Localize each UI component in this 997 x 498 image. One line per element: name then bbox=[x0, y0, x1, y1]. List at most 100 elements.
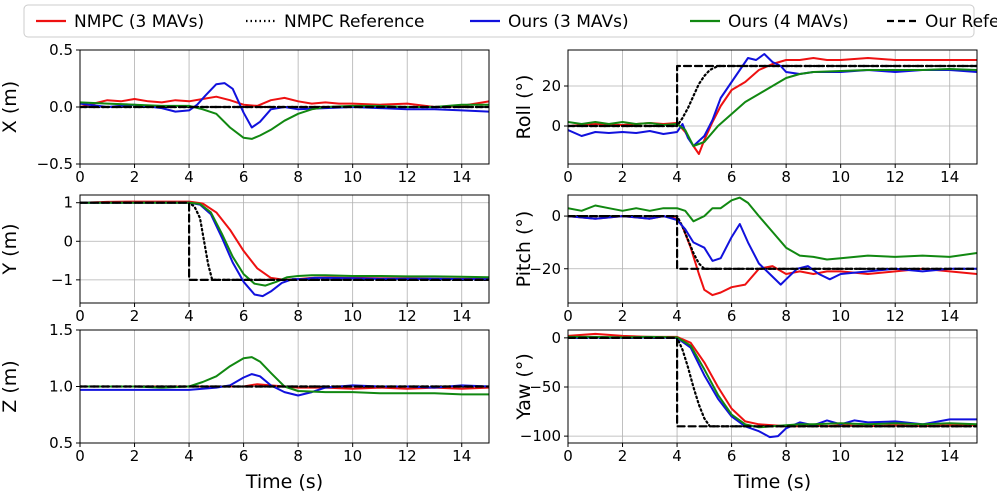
y-tick-label: 0 bbox=[63, 232, 73, 250]
legend-entry: NMPC (3 MAVs) bbox=[36, 12, 204, 32]
subplot-x: 0 2 4 6 8 10 12 14 −0.5 0.0 0.5 X (m) bbox=[0, 41, 490, 186]
x-tick-label: 14 bbox=[452, 168, 471, 186]
y-axis-label: X (m) bbox=[0, 81, 21, 133]
x-tick-label: 4 bbox=[672, 447, 682, 465]
legend-entry: Our Reference bbox=[887, 12, 997, 32]
x-tick-label: 4 bbox=[672, 307, 682, 325]
subplot-z: 0 2 4 6 8 10 12 14 0.5 1.0 1.5 Z (m) Time (s) bbox=[0, 321, 490, 493]
x-tick-label: 6 bbox=[727, 447, 737, 465]
x-tick-label: 10 bbox=[831, 447, 850, 465]
axes-frame bbox=[79, 194, 490, 304]
x-tick-label: 6 bbox=[727, 307, 737, 325]
x-tick-label: 6 bbox=[239, 168, 249, 186]
x-tick-label: 12 bbox=[398, 447, 417, 465]
series-line-nmpc-3-mavs bbox=[80, 95, 489, 108]
x-tick-label: 0 bbox=[75, 307, 85, 325]
x-axis-label: Time (s) bbox=[245, 471, 323, 493]
y-axis-label: Roll (°) bbox=[513, 75, 535, 140]
grid bbox=[567, 195, 977, 303]
legend: NMPC (3 MAVs) NMPC Reference Ours (3 MAVs)… bbox=[23, 4, 997, 38]
series-group bbox=[80, 200, 489, 298]
series-line-ours-4-mavs bbox=[568, 335, 977, 429]
legend-label: Our Reference bbox=[925, 12, 997, 32]
series-line-our-reference bbox=[568, 336, 977, 428]
series-group bbox=[568, 332, 977, 439]
subplot-pitch: 0 2 4 6 8 10 12 14 −20 0 Pitch (°) bbox=[513, 194, 978, 325]
series-group bbox=[568, 196, 977, 297]
x-tick-label: 8 bbox=[293, 307, 303, 325]
x-tick-label: 12 bbox=[398, 168, 417, 186]
x-tick-label: 12 bbox=[886, 447, 905, 465]
series-line-our-reference bbox=[568, 215, 977, 270]
axes-frame bbox=[567, 194, 978, 304]
x-tick-label: 12 bbox=[398, 307, 417, 325]
x-tick-label: 8 bbox=[781, 307, 791, 325]
series-line-ours-4-mavs bbox=[568, 196, 977, 261]
x-tick-label: 2 bbox=[618, 307, 628, 325]
x-tick-label: 4 bbox=[184, 447, 194, 465]
series-line-ours-3-mavs bbox=[80, 373, 489, 397]
legend-entry: NMPC Reference bbox=[246, 12, 425, 32]
x-tick-label: 14 bbox=[452, 307, 471, 325]
x-tick-label: 0 bbox=[563, 447, 573, 465]
series-line-ours-3-mavs bbox=[80, 82, 489, 129]
x-tick-label: 14 bbox=[940, 307, 959, 325]
series-line-ours-3-mavs bbox=[568, 53, 977, 147]
legend-label: NMPC Reference bbox=[284, 12, 425, 32]
y-tick-label: 20 bbox=[542, 77, 561, 95]
x-tick-label: 2 bbox=[130, 168, 140, 186]
series-line-ours-3-mavs bbox=[80, 201, 489, 298]
y-tick-label: −1 bbox=[51, 271, 73, 289]
y-tick-label: 0.0 bbox=[49, 98, 73, 116]
x-tick-label: 0 bbox=[563, 307, 573, 325]
legend-entry: Ours (4 MAVs) bbox=[690, 12, 849, 32]
x-tick-label: 8 bbox=[781, 447, 791, 465]
y-tick-label: 0 bbox=[551, 329, 561, 347]
x-tick-label: 6 bbox=[239, 307, 249, 325]
x-tick-label: 14 bbox=[452, 447, 471, 465]
y-axis-label: Y (m) bbox=[0, 224, 21, 276]
x-tick-label: 2 bbox=[130, 447, 140, 465]
y-tick-label: 1.5 bbox=[49, 321, 73, 339]
x-tick-label: 8 bbox=[293, 168, 303, 186]
y-tick-label: 1.0 bbox=[49, 378, 73, 396]
x-axis-label: Time (s) bbox=[733, 471, 811, 493]
legend-label: NMPC (3 MAVs) bbox=[74, 12, 204, 32]
legend-label: Ours (4 MAVs) bbox=[728, 12, 849, 32]
y-tick-label: 0.5 bbox=[49, 41, 73, 59]
series-line-nmpc-3-mavs bbox=[568, 57, 977, 155]
x-tick-label: 2 bbox=[130, 307, 140, 325]
subplot-grid: 0 2 4 6 8 10 12 14−0.50.00.5X (m)0 2 4 6 8 10 12 14020… bbox=[0, 41, 978, 493]
x-tick-label: 2 bbox=[618, 168, 628, 186]
y-tick-label: −50 bbox=[529, 378, 561, 396]
axes-frame bbox=[567, 49, 978, 165]
series-line-our-reference bbox=[568, 64, 977, 128]
x-tick-label: 0 bbox=[75, 447, 85, 465]
legend-label: Ours (3 MAVs) bbox=[508, 12, 629, 32]
series-line-nmpc-3-mavs bbox=[80, 200, 489, 281]
y-tick-label: −20 bbox=[529, 260, 561, 278]
x-tick-label: 8 bbox=[293, 447, 303, 465]
x-tick-label: 12 bbox=[886, 307, 905, 325]
series-line-nmpc-3-mavs bbox=[568, 332, 977, 428]
series-group bbox=[80, 356, 489, 397]
x-tick-label: 6 bbox=[727, 168, 737, 186]
x-tick-label: 14 bbox=[940, 168, 959, 186]
x-tick-label: 8 bbox=[781, 168, 791, 186]
series-line-ours-4-mavs bbox=[568, 68, 977, 147]
x-tick-label: 10 bbox=[831, 307, 850, 325]
x-tick-label: 10 bbox=[831, 168, 850, 186]
x-tick-label: 4 bbox=[184, 307, 194, 325]
x-tick-label: 10 bbox=[343, 447, 362, 465]
x-tick-label: 12 bbox=[886, 168, 905, 186]
grid bbox=[79, 195, 489, 303]
x-tick-label: 10 bbox=[343, 307, 362, 325]
y-tick-label: 0.5 bbox=[49, 434, 73, 452]
y-axis-label: Z (m) bbox=[0, 360, 21, 412]
y-tick-label: 0 bbox=[551, 117, 561, 135]
subplot-yaw: 0 2 4 6 8 10 12 14 −100 −50 0 Yaw (°) Time (s) bbox=[513, 329, 978, 493]
y-tick-label: −100 bbox=[520, 427, 561, 445]
x-tick-label: 4 bbox=[672, 168, 682, 186]
x-tick-label: 0 bbox=[563, 168, 573, 186]
